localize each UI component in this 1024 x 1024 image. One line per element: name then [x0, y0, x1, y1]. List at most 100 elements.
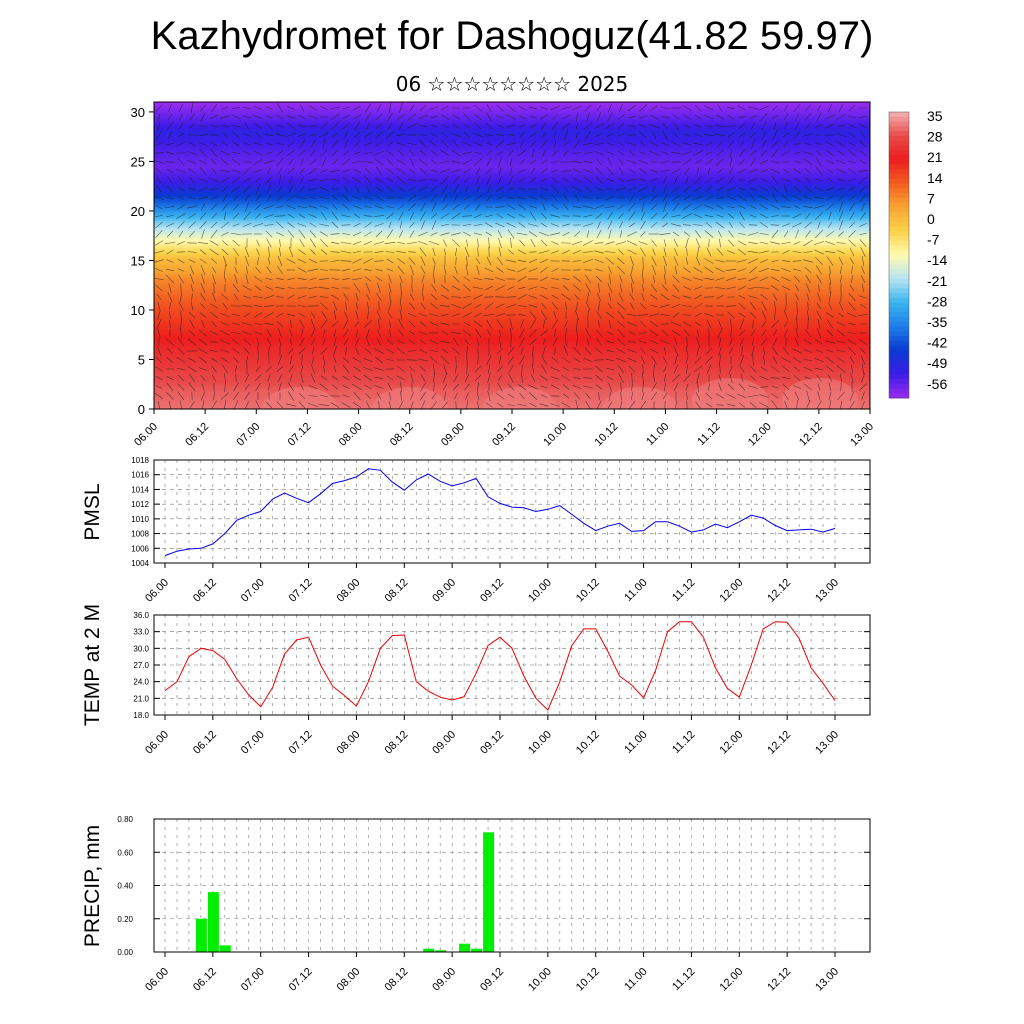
wind-vector [321, 123, 327, 129]
wind-vector [638, 160, 648, 164]
wind-vector [550, 403, 560, 407]
wind-vector [419, 339, 427, 345]
wind-vector [572, 152, 582, 154]
wind-vector [759, 213, 769, 219]
wind-vector [418, 158, 428, 166]
wind-vector [387, 382, 393, 392]
wind-vector [201, 320, 205, 328]
wind-vector [857, 314, 869, 316]
wind-vector [703, 296, 715, 298]
wind-vector [664, 265, 666, 275]
wind-vector [539, 294, 549, 300]
wind-vector [210, 103, 218, 113]
wind-vector [770, 268, 780, 272]
wind-vector [210, 229, 218, 239]
wind-vector [320, 319, 328, 329]
wind-vector [232, 212, 240, 220]
wind-vector [418, 231, 428, 237]
wind-vector [550, 366, 560, 372]
wind-vector [442, 372, 448, 384]
wind-vector [487, 372, 491, 384]
colorbar-cell [889, 388, 909, 394]
wind-vector [585, 283, 591, 293]
wind-vector [241, 322, 253, 326]
wind-vector [639, 302, 647, 310]
wind-vector [406, 142, 418, 146]
wind-vector [650, 222, 658, 228]
wind-vector [817, 292, 821, 302]
wind-vector [408, 168, 416, 174]
wind-vector [366, 301, 370, 311]
wind-vector [738, 232, 746, 236]
pmsl-frame [153, 459, 871, 564]
wind-vector [365, 282, 371, 294]
wind-vector [308, 105, 318, 111]
wind-vector [231, 313, 241, 317]
wind-vector [220, 177, 230, 183]
wind-vector [585, 393, 591, 399]
x-tick-label: 06.12 [191, 729, 219, 757]
colorbar-cell [889, 178, 909, 184]
wind-vector [617, 311, 625, 319]
wind-vector [352, 268, 362, 272]
wind-vector [341, 122, 351, 130]
wind-vector [551, 294, 559, 300]
wind-vector [715, 267, 725, 273]
wind-vector [652, 248, 656, 256]
wind-vector [429, 339, 439, 345]
wind-vector [554, 328, 556, 338]
wind-vector [861, 373, 865, 383]
heatmap-row [154, 202, 870, 206]
wind-vector [430, 124, 438, 128]
wind-vector [686, 248, 688, 256]
wind-vector [562, 178, 570, 182]
wind-vector [496, 124, 504, 128]
wind-vector [639, 131, 647, 139]
colorbar-cell [889, 274, 909, 280]
wind-vector [762, 346, 766, 356]
wind-vector [828, 399, 832, 409]
heatmap-row [154, 121, 870, 125]
wind-vector [319, 278, 329, 280]
wind-vector [528, 392, 538, 400]
wind-vector [662, 212, 668, 220]
wind-vector [805, 105, 811, 111]
wind-vector [440, 161, 450, 163]
colorbar-cell [889, 288, 909, 294]
wind-vector [517, 403, 527, 407]
wind-vector [154, 195, 164, 201]
wind-vector [286, 258, 296, 264]
wind-vector [815, 339, 823, 345]
wind-vector [330, 113, 340, 121]
wind-vector [462, 303, 472, 309]
wind-vector [793, 168, 801, 174]
wind-vector [760, 113, 768, 121]
wind-vector [695, 391, 701, 401]
wind-vector [692, 196, 704, 200]
wind-vector [770, 276, 780, 282]
wind-vector [803, 196, 813, 200]
heatmap-row [154, 297, 870, 300]
heatmap-row [154, 132, 870, 136]
heatmap-row [154, 327, 870, 331]
wind-vector [420, 265, 426, 275]
wind-vector [817, 383, 821, 391]
wind-vector [848, 104, 856, 112]
wind-vector [794, 338, 800, 346]
wind-vector [859, 140, 867, 148]
wind-vector [485, 231, 493, 237]
x-tick-label: 11.12 [670, 577, 697, 604]
wind-vector [573, 376, 581, 380]
wind-vector [199, 329, 207, 337]
wind-vector [738, 383, 746, 391]
wind-vector [220, 349, 230, 353]
wind-vector [715, 158, 725, 166]
wind-vector [420, 302, 426, 310]
wind-vector [716, 197, 724, 199]
wind-vector [430, 232, 438, 236]
wind-vector [859, 115, 867, 119]
wind-vector [200, 265, 206, 275]
wind-vector [408, 366, 416, 372]
wind-vector [672, 202, 680, 212]
wind-vector [693, 224, 703, 226]
